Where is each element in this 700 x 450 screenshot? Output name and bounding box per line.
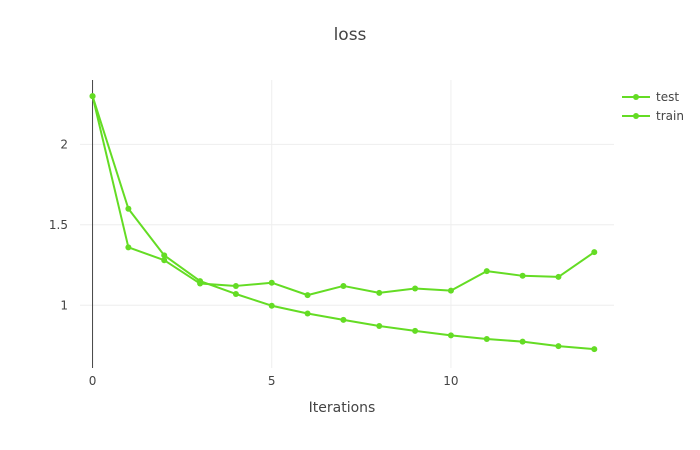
legend-label-train: train (656, 109, 684, 123)
data-point-train[interactable] (412, 285, 419, 292)
series-layer (89, 93, 598, 353)
data-point-train[interactable] (483, 268, 490, 275)
data-point-test[interactable] (304, 310, 311, 317)
data-point-train[interactable] (89, 93, 96, 100)
y-tick-label: 1 (60, 298, 68, 312)
data-point-test[interactable] (412, 327, 419, 334)
data-point-train[interactable] (161, 257, 168, 264)
data-point-test[interactable] (591, 346, 598, 353)
data-point-train[interactable] (447, 287, 454, 294)
data-point-test[interactable] (519, 338, 526, 345)
legend-label-test: test (656, 90, 679, 104)
data-point-train[interactable] (376, 289, 383, 296)
data-point-train[interactable] (232, 282, 239, 289)
data-point-train[interactable] (197, 280, 204, 287)
data-point-test[interactable] (125, 205, 132, 212)
legend-item-test[interactable]: test (622, 90, 679, 104)
data-point-test[interactable] (161, 252, 168, 259)
y-tick-label: 1.5 (49, 218, 68, 232)
y-tick-label: 2 (60, 137, 68, 151)
grid-lines (80, 80, 614, 368)
axes: 0 5 10 1 1.5 2 (49, 80, 459, 388)
data-point-test[interactable] (268, 302, 275, 309)
data-point-test[interactable] (483, 336, 490, 343)
data-point-train[interactable] (555, 273, 562, 280)
x-tick-label: 5 (268, 374, 276, 388)
legend-marker-test (633, 94, 639, 100)
x-axis-title: Iterations (309, 400, 376, 416)
data-point-train[interactable] (125, 244, 132, 251)
data-point-test[interactable] (555, 343, 562, 350)
legend-item-train[interactable]: train (622, 109, 684, 123)
data-point-test[interactable] (447, 332, 454, 339)
x-tick-label: 0 (89, 374, 97, 388)
data-point-test[interactable] (376, 323, 383, 330)
legend-marker-train (633, 113, 639, 119)
data-point-train[interactable] (519, 272, 526, 279)
x-tick-label: 10 (443, 374, 458, 388)
data-point-train[interactable] (268, 279, 275, 286)
chart-title: loss (334, 25, 367, 45)
data-point-train[interactable] (591, 249, 598, 256)
data-point-train[interactable] (304, 292, 311, 299)
data-point-test[interactable] (340, 316, 347, 323)
data-point-test[interactable] (232, 290, 239, 297)
data-point-train[interactable] (340, 282, 347, 289)
legend[interactable]: test train (622, 90, 684, 123)
